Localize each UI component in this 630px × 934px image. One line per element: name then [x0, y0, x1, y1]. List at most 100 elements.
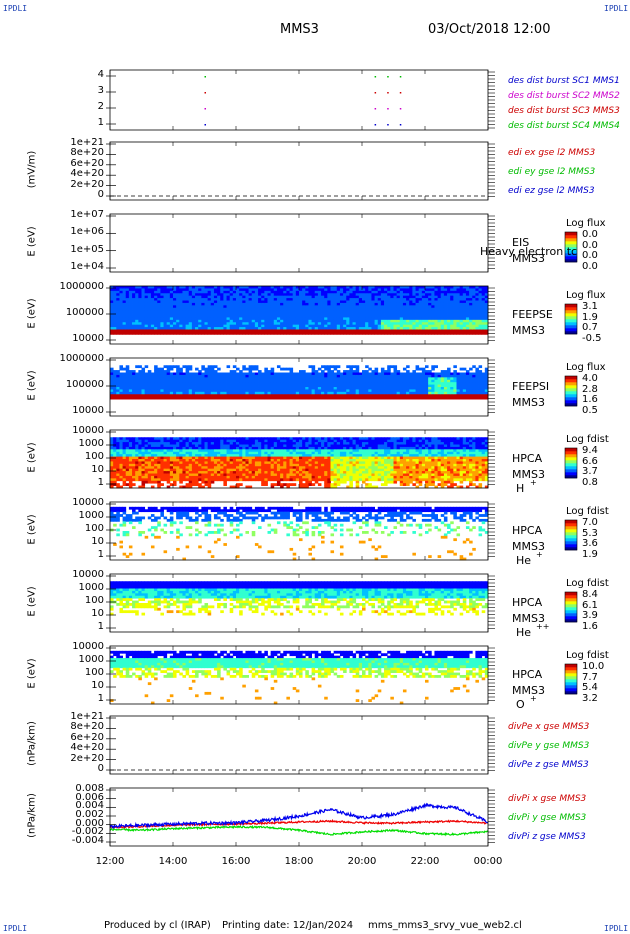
- spectrogram-cell: [226, 300, 231, 304]
- spectrogram-cell: [119, 377, 123, 381]
- spectrogram-cell: [239, 471, 243, 474]
- spectrogram-cell: [201, 382, 205, 385]
- spectrogram-cell: [201, 331, 205, 335]
- spectrogram-cell: [226, 288, 231, 292]
- spectrogram-cell: [132, 329, 136, 333]
- spectrogram-cell: [226, 473, 231, 477]
- spectrogram-cell: [475, 374, 479, 378]
- spectrogram-cell: [160, 300, 164, 304]
- spectrogram-cell: [122, 394, 127, 398]
- spectrogram-cell: [154, 466, 158, 470]
- spectrogram-cell: [286, 305, 290, 309]
- spectrogram-cell: [431, 293, 435, 297]
- spectrogram-cell: [150, 288, 155, 292]
- spectrogram-cell: [418, 367, 423, 371]
- spectrogram-cell: [349, 367, 353, 371]
- spectrogram-cell: [412, 384, 416, 388]
- spectrogram-cell: [396, 382, 401, 385]
- spectrogram-cell: [223, 302, 227, 306]
- spectrogram-cell: [409, 387, 413, 390]
- spectrogram-cell: [465, 319, 470, 323]
- spectrogram-cell: [125, 475, 130, 479]
- spectrogram-cell: [213, 444, 218, 448]
- spectrogram-cell: [128, 379, 133, 383]
- spectrogram-cell: [245, 449, 249, 453]
- spectrogram-cell: [163, 379, 168, 383]
- spectrogram-cell: [166, 300, 171, 304]
- spectrogram-cell: [349, 382, 353, 385]
- spectrogram-cell: [447, 394, 451, 398]
- spectrogram-cell: [283, 302, 287, 306]
- spectrogram-cell: [248, 391, 253, 395]
- spectrogram-cell: [283, 367, 287, 371]
- spectrogram-cell: [352, 300, 357, 304]
- spectrogram-cell: [220, 449, 224, 453]
- spectrogram-cell: [264, 384, 268, 388]
- spectrogram-cell: [352, 319, 357, 323]
- spectrogram-cell: [191, 454, 196, 457]
- spectrogram-cell: [437, 377, 442, 381]
- spectrogram-cell: [453, 327, 457, 330]
- spectrogram-cell: [163, 389, 168, 393]
- spectrogram-cell: [387, 374, 391, 378]
- spectrogram-cell: [443, 322, 448, 326]
- spectrogram-cell: [236, 387, 240, 390]
- spectrogram-cell: [125, 288, 130, 292]
- spectrogram-cell: [462, 322, 467, 326]
- spectrogram-cell: [365, 293, 369, 297]
- spectrogram-cell: [210, 463, 215, 467]
- spectrogram-cell: [396, 290, 401, 294]
- spectrogram-cell: [251, 475, 256, 479]
- spectrogram-cell: [166, 377, 171, 381]
- spectrogram-cell: [229, 329, 234, 333]
- spectrogram-cell: [261, 439, 265, 443]
- spectrogram-cell: [113, 374, 117, 378]
- spectrogram-cell: [280, 315, 284, 318]
- spectrogram-cell: [191, 312, 196, 316]
- spectrogram-cell: [173, 394, 177, 398]
- spectrogram-cell: [428, 307, 432, 311]
- spectrogram-cell: [229, 471, 234, 474]
- spectrogram-cell: [239, 478, 243, 482]
- spectrogram-cell: [223, 471, 227, 474]
- spectrogram-cell: [355, 290, 360, 294]
- spectrogram-cell: [122, 463, 127, 467]
- spectrogram-cell: [399, 331, 404, 335]
- spectrogram-cell: [166, 327, 171, 330]
- spectrogram-cell: [188, 478, 193, 482]
- spectrogram-cell: [254, 293, 259, 297]
- spectrogram-cell: [475, 286, 479, 289]
- spectrogram-cell: [207, 466, 212, 470]
- spectrogram-cell: [415, 382, 420, 385]
- spectrogram-cell: [437, 382, 442, 385]
- spectrogram-cell: [179, 454, 183, 457]
- spectrogram-cell: [179, 456, 183, 460]
- spectrogram-cell: [110, 446, 114, 450]
- spectrogram-cell: [396, 305, 401, 309]
- spectrogram-cell: [273, 305, 278, 309]
- spectrogram-cell: [276, 444, 281, 448]
- spectrogram-cell: [412, 379, 416, 383]
- spectrogram-cell: [377, 315, 382, 318]
- spectrogram-cell: [273, 466, 278, 470]
- spectrogram-cell: [469, 382, 473, 385]
- spectrogram-cell: [393, 290, 398, 294]
- spectrogram-cell: [125, 389, 130, 393]
- spectrogram-cell: [110, 483, 114, 486]
- spectrogram-cell: [264, 389, 268, 393]
- spectrogram-cell: [122, 374, 127, 378]
- spectrogram-cell: [229, 442, 234, 445]
- spectrogram-cell: [254, 372, 259, 376]
- spectrogram-cell: [245, 302, 249, 306]
- spectrogram-cell: [113, 478, 117, 482]
- spectrogram-cell: [179, 327, 183, 330]
- spectrogram-cell: [261, 312, 265, 316]
- spectrogram-cell: [336, 302, 341, 306]
- spectrogram-cell: [195, 319, 199, 323]
- spectrogram-cell: [195, 439, 199, 443]
- spectrogram-cell: [434, 307, 438, 311]
- spectrogram-cell: [283, 327, 287, 330]
- spectrogram-cell: [169, 461, 174, 465]
- spectrogram-cell: [299, 298, 303, 301]
- spectrogram-cell: [239, 298, 243, 301]
